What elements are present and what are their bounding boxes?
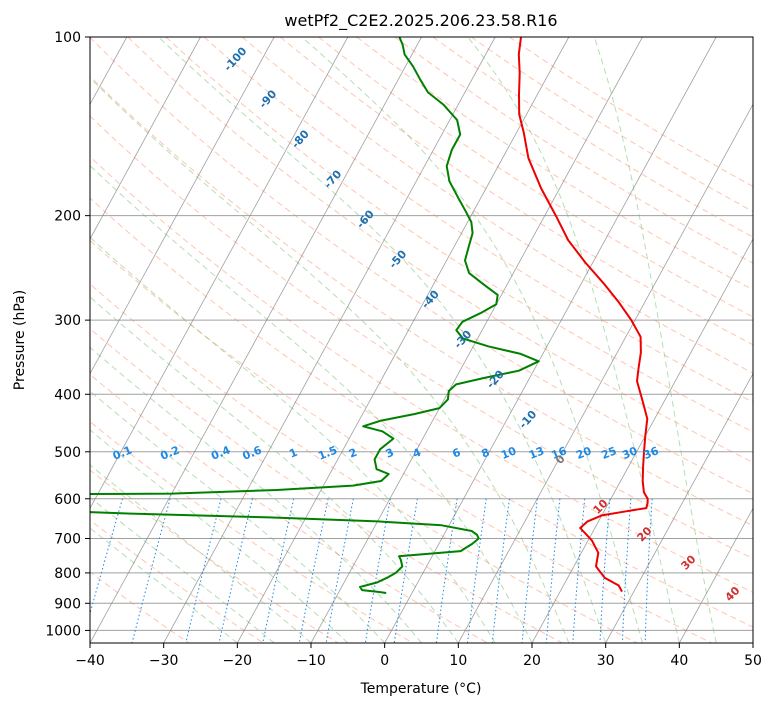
isotherm-line — [163, 37, 496, 643]
x-tick-label: −20 — [223, 653, 253, 669]
y-axis-label: Pressure (hPa) — [12, 290, 28, 390]
isotherm-line — [90, 37, 201, 240]
mixing-ratio-line — [644, 498, 653, 643]
isotherm-line — [90, 37, 275, 375]
x-tick-label: 0 — [380, 653, 389, 669]
moist-adiabat-line — [90, 236, 496, 643]
plot-frame — [89, 36, 754, 644]
dry-adiabat-line — [90, 469, 339, 643]
mixing-ratio-line — [131, 498, 171, 643]
mixing-ratio-label: 8 — [480, 446, 492, 461]
isotherm-line — [531, 238, 753, 643]
y-tick-label: 200 — [54, 209, 81, 225]
mixing-ratio-label: 30 — [620, 444, 639, 462]
mixing-ratio-line — [90, 498, 123, 616]
mixing-ratio-label: 1 — [287, 446, 299, 461]
isotherm-line — [90, 37, 349, 510]
isobars — [90, 37, 753, 631]
y-tick-label: 700 — [54, 532, 81, 548]
mixing-ratio-label: 13 — [527, 444, 546, 462]
mixing-ratio-line — [298, 498, 329, 643]
x-tick-label: 10 — [449, 653, 467, 669]
moist-adiabat-line — [90, 527, 238, 643]
x-tick-label: −40 — [75, 653, 105, 669]
y-tick-label: 600 — [54, 492, 81, 508]
isotherm-line — [384, 37, 717, 643]
dry-adiabat-line — [90, 155, 753, 593]
moist-adiabat-line — [90, 496, 275, 643]
mixing-ratio-label: 2 — [347, 446, 359, 461]
chart-title: wetPf2_C2E2.2025.206.23.58.R16 — [284, 11, 557, 31]
mixing-ratio-line — [545, 498, 561, 643]
mixing-ratio-label: 10 — [499, 444, 518, 462]
isotherms — [90, 37, 753, 643]
dry-adiabat-line — [90, 283, 638, 643]
moist-adiabat-line — [90, 346, 422, 643]
dry-adiabat-line — [241, 37, 753, 374]
mixing-ratio-line — [491, 498, 510, 643]
dry-adiabat-line — [90, 239, 712, 643]
mixing-ratio-line — [621, 498, 632, 643]
dry-adiabat-line — [90, 75, 753, 527]
dry-adiabat-line — [356, 37, 753, 291]
y-tick-label: 1000 — [45, 623, 81, 639]
x-tick-label: −30 — [149, 653, 179, 669]
mixing-ratio-line — [262, 498, 295, 643]
dry-adiabat-line — [280, 37, 753, 346]
dry-adiabat-line — [90, 519, 264, 643]
dry-adiabat-line — [165, 37, 753, 433]
isotherm-line — [90, 37, 422, 643]
mixing-ratio-label: 36 — [642, 444, 661, 462]
dry-adiabat-line — [90, 420, 414, 643]
x-axis-label: Temperature (°C) — [360, 681, 482, 697]
moist-adiabat-line — [467, 37, 680, 643]
dry-adiabat-line — [127, 37, 753, 463]
isotherm-line — [310, 37, 643, 643]
mixing-ratio-line — [435, 498, 458, 643]
mixing-ratio-line — [325, 498, 354, 643]
mixing-ratio-line — [218, 498, 253, 643]
x-tick-label: 30 — [597, 653, 615, 669]
dry-adiabat-line — [470, 37, 753, 213]
mixing-ratio-line — [467, 498, 487, 643]
isotherm-line — [457, 103, 753, 643]
mixing-ratio-label: 25 — [599, 444, 618, 462]
moist-adiabat-line — [90, 464, 312, 643]
x-tick-label: 20 — [523, 653, 541, 669]
moist-adiabat-line — [90, 77, 570, 643]
mixing-ratio-label: 16 — [550, 444, 569, 462]
mixing-ratio-line — [521, 498, 538, 643]
dry-adiabat-line — [432, 37, 753, 238]
moist-adiabat-line — [90, 296, 459, 643]
mixing-ratio-line — [185, 498, 222, 643]
x-tick-label: 40 — [670, 653, 688, 669]
x-axis-ticks: −40 −30 −20 −10 0 10 20 30 40 50 — [75, 643, 762, 669]
sounding-traces — [90, 37, 649, 594]
dry-adiabat-line — [90, 328, 563, 643]
mixing-ratio-label: 20 — [574, 444, 593, 462]
y-tick-label: 900 — [54, 596, 81, 612]
isotherm-line — [605, 372, 753, 643]
mixing-ratio-line — [599, 498, 611, 643]
dewpoint-line — [90, 37, 540, 594]
isotherm-line — [678, 507, 753, 643]
y-tick-label: 400 — [54, 387, 81, 403]
isotherm-line — [236, 37, 570, 643]
x-tick-label: 50 — [744, 653, 762, 669]
y-axis-ticks: 100 200 300 400 500 600 700 800 900 1000 — [45, 30, 90, 639]
moist-adiabat-line — [301, 37, 643, 643]
moist-adiabat-line — [90, 429, 349, 643]
y-tick-label: 100 — [54, 30, 81, 46]
mixing-ratio-line — [572, 498, 586, 643]
mixing-ratio-label: 3 — [384, 446, 396, 461]
temperature-line — [517, 37, 649, 593]
y-tick-label: 800 — [54, 566, 81, 582]
dry-adiabat-line — [90, 115, 753, 560]
moist-adiabat-line — [593, 37, 717, 643]
x-tick-label: −10 — [296, 653, 326, 669]
y-tick-label: 500 — [54, 445, 81, 461]
y-tick-label: 300 — [54, 313, 81, 329]
